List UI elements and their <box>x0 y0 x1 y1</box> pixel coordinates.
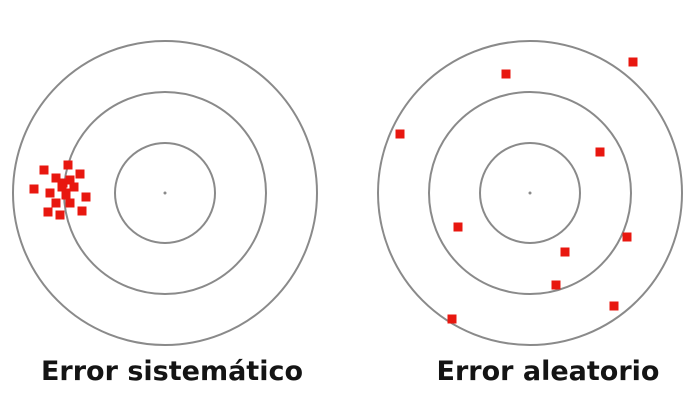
hit-marker <box>81 192 91 202</box>
hit-marker <box>395 129 405 139</box>
hit-marker <box>551 280 561 290</box>
hit-marker <box>39 165 49 175</box>
caption-random-error: Error aleatorio <box>436 356 660 387</box>
hit-marker <box>51 173 61 183</box>
hit-marker <box>453 222 463 232</box>
hit-scatter <box>395 57 638 324</box>
hit-marker <box>61 188 71 198</box>
hit-marker <box>65 175 75 185</box>
hit-marker <box>560 247 570 257</box>
hit-marker <box>65 198 75 208</box>
hit-marker <box>58 178 68 188</box>
hit-marker <box>77 206 87 216</box>
hit-marker <box>69 182 79 192</box>
hit-marker <box>622 232 632 242</box>
hit-marker <box>628 57 638 67</box>
target-outer-ring <box>12 40 318 346</box>
caption-systematic-error: Error sistemático <box>40 356 304 387</box>
hit-marker <box>447 314 457 324</box>
target-inner-ring <box>479 142 581 244</box>
target-systematic <box>12 40 318 346</box>
target-center-dot <box>528 191 532 195</box>
hit-marker <box>51 198 61 208</box>
hit-marker <box>501 69 511 79</box>
hit-marker <box>63 160 73 170</box>
target-center-dot <box>163 191 167 195</box>
hit-marker <box>29 184 39 194</box>
target-inner-ring <box>114 142 216 244</box>
hit-marker <box>45 188 55 198</box>
hit-marker <box>75 169 85 179</box>
hit-marker <box>55 210 65 220</box>
target-middle-ring <box>428 91 632 295</box>
hit-marker <box>609 301 619 311</box>
hit-marker <box>595 147 605 157</box>
hit-marker <box>43 207 53 217</box>
target-outer-ring <box>377 40 683 346</box>
target-random <box>377 40 683 346</box>
hit-cluster <box>29 160 91 220</box>
